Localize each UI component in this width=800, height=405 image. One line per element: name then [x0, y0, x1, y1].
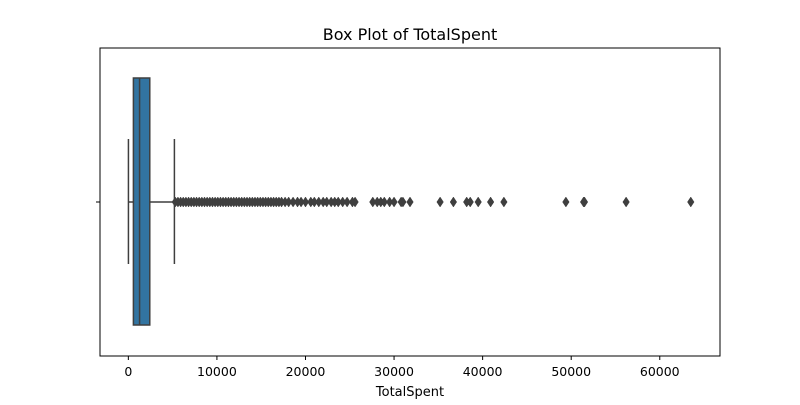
outlier-point	[687, 196, 695, 208]
outlier-point	[474, 196, 482, 208]
iqr-box	[132, 77, 151, 326]
x-tick-label: 30000	[374, 364, 414, 379]
x-axis-label: TotalSpent	[375, 385, 444, 400]
outlier-point	[380, 196, 388, 208]
x-tick-label: 0	[124, 364, 132, 379]
box-group	[127, 77, 176, 326]
x-tick-label: 10000	[197, 364, 237, 379]
chart-title: Box Plot of TotalSpent	[323, 25, 498, 44]
outlier-point	[449, 196, 457, 208]
outlier-point	[406, 196, 414, 208]
x-tick-label: 40000	[463, 364, 503, 379]
outlier-points	[171, 196, 695, 208]
outlier-point	[343, 196, 351, 208]
outlier-point	[562, 196, 570, 208]
outlier-point	[301, 196, 310, 208]
outlier-point	[580, 196, 589, 208]
x-tick-label: 60000	[640, 364, 680, 379]
outlier-point	[500, 196, 508, 208]
outlier-point	[466, 196, 474, 208]
outlier-point	[390, 196, 398, 208]
x-tick-label: 20000	[286, 364, 326, 379]
x-axis-ticks: 0 10000 20000 30000 40000 50000 60000	[124, 356, 680, 379]
outlier-point	[399, 196, 407, 208]
outlier-point	[487, 196, 495, 208]
outlier-point	[622, 196, 630, 208]
x-tick-label: 50000	[551, 364, 591, 379]
outlier-point	[351, 196, 359, 208]
outlier-point	[436, 196, 444, 208]
